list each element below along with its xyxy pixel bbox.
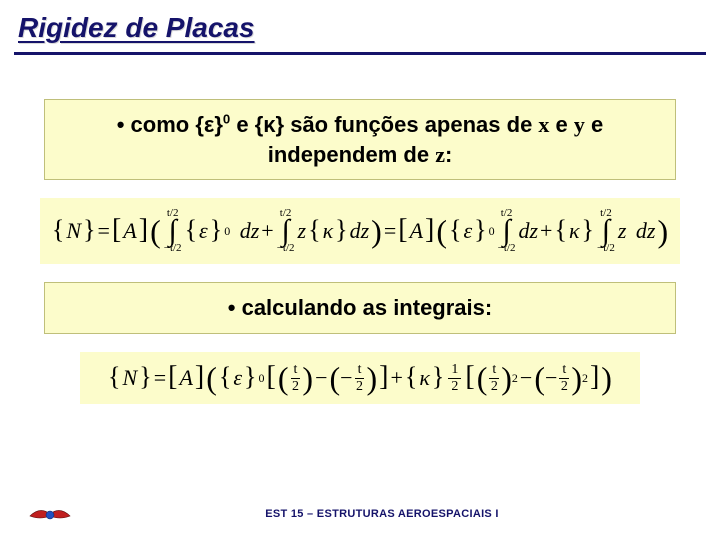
equation-1: {N} = [A] ( t/2∫−t/2 {ε}0 dz + t/2∫−t/2 … (52, 208, 668, 254)
footer-text: EST 15 – ESTRUTURAS AEROESPACIAIS I (72, 508, 692, 520)
slide-footer: EST 15 – ESTRUTURAS AEROESPACIAIS I (0, 502, 720, 526)
statement-box-1: • como {ε}0 e {κ} são funções apenas de … (44, 99, 676, 180)
slide-title: Rigidez de Placas (18, 12, 702, 44)
wings-logo-icon (28, 502, 72, 526)
equation-box-2: {N} = [A] ( {ε}0 [ (t2) − (−t2) ] + {κ} … (80, 352, 640, 404)
equation-box-1: {N} = [A] ( t/2∫−t/2 {ε}0 dz + t/2∫−t/2 … (40, 198, 680, 264)
equation-2: {N} = [A] ( {ε}0 [ (t2) − (−t2) ] + {κ} … (108, 362, 612, 394)
statement-box-2: • calculando as integrais: (44, 282, 676, 334)
slide-content: • como {ε}0 e {κ} são funções apenas de … (0, 55, 720, 404)
